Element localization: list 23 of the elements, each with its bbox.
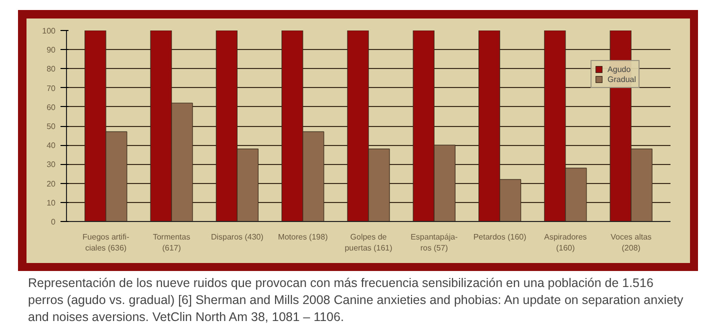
text: Representación de los nueve ruidos que provocan con más frecuencia sensibilización en una población de 1.516 perros (agudo vs. gradual) [6] Sherman and Mills 2008 Canine anxieties and phobias: An update on separation anxiety and noises aversions. VetClin North Am 38, 1081 – 1106. <box>28 275 684 325</box>
x-tick-label: Espantapája- ros (57) <box>410 232 458 252</box>
y-tick-label: 60 <box>46 102 56 112</box>
y-tick-label: 80 <box>46 64 56 74</box>
legend-label: Agudo <box>608 64 631 74</box>
y-tick-label: 10 <box>46 198 56 208</box>
x-tick-label: Voces altas (208) <box>610 232 652 252</box>
x-tick-label: Aspiradores (160) <box>544 232 587 252</box>
legend-label: Gradual <box>608 74 636 84</box>
y-tick-label: 20 <box>46 179 56 188</box>
x-tick-label: Tormentas (617) <box>152 232 190 252</box>
x-tick-label: Fuegos artifi- ciales (636) <box>82 232 130 252</box>
y-tick-label: 70 <box>46 84 56 93</box>
x-tick-label: Petardos (160) <box>473 232 527 242</box>
x-tick-label: Golpes de puertas (161) <box>344 232 393 252</box>
y-tick-label: 40 <box>46 141 56 150</box>
x-tick-label: Disparos (430) <box>210 232 264 242</box>
y-tick-label: 50 <box>46 122 56 131</box>
y-tick-label: 0 <box>51 218 56 226</box>
x-tick-label: Motores (198) <box>278 232 328 242</box>
y-tick-label: 90 <box>46 46 56 55</box>
y-tick-label: 100 <box>42 26 56 36</box>
y-tick-label: 30 <box>46 160 56 170</box>
